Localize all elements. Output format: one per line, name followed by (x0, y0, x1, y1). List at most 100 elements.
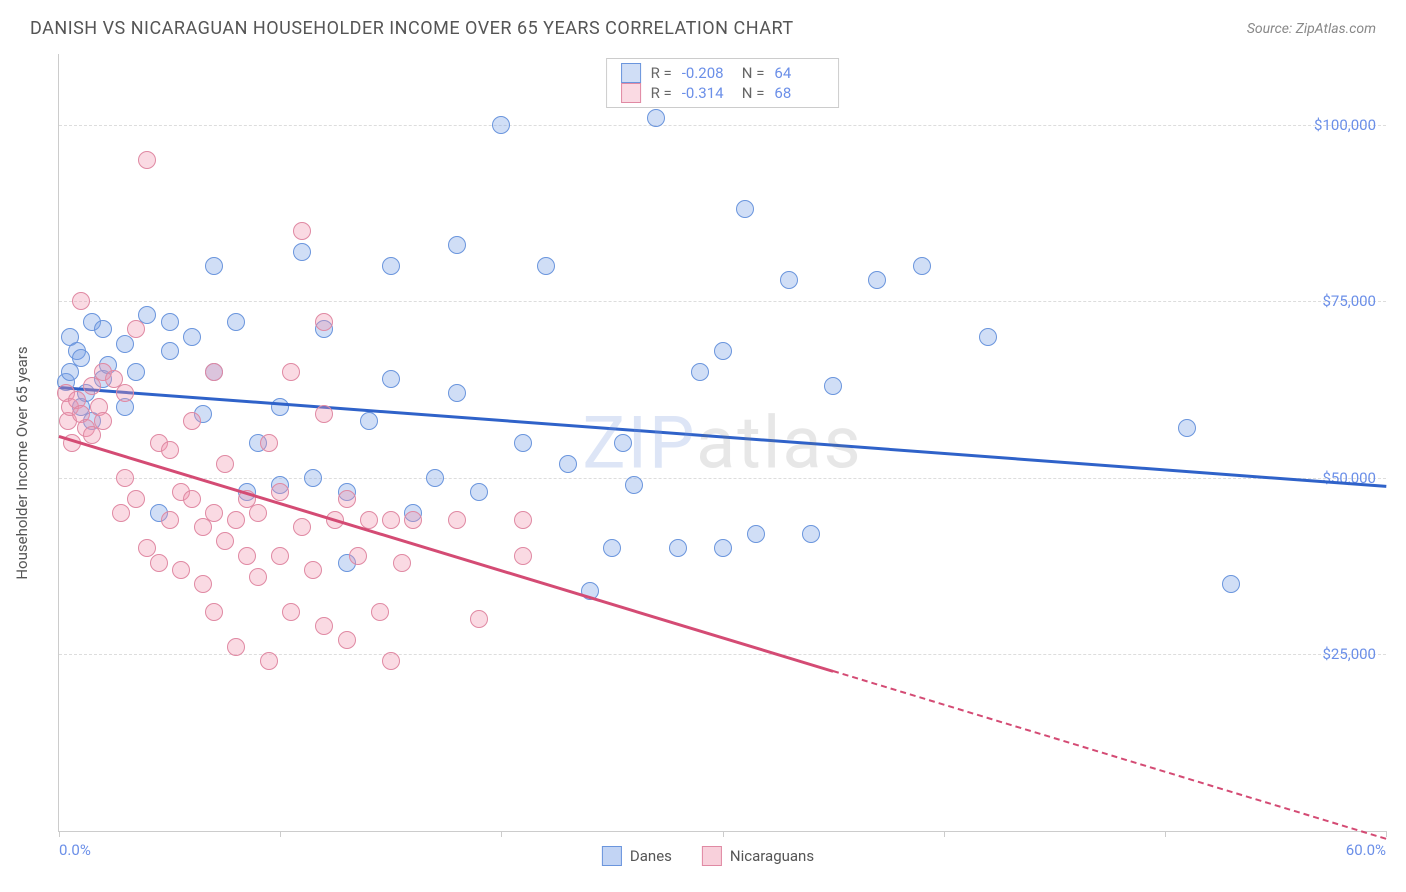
scatter-point (868, 271, 886, 289)
scatter-point (271, 483, 289, 501)
scatter-point (282, 603, 300, 621)
scatter-point (249, 568, 267, 586)
scatter-point (514, 434, 532, 452)
scatter-point (393, 554, 411, 572)
scatter-point (116, 469, 134, 487)
scatter-point (780, 271, 798, 289)
scatter-point (470, 483, 488, 501)
scatter-point (382, 370, 400, 388)
scatter-point (205, 363, 223, 381)
scatter-point (426, 469, 444, 487)
scatter-point (161, 441, 179, 459)
scatter-point (382, 257, 400, 275)
series-legend: Danes Nicaraguans (602, 846, 814, 866)
x-tick (723, 831, 724, 837)
scatter-point (227, 511, 245, 529)
scatter-point (315, 313, 333, 331)
y-tick-label: $100,000 (1314, 116, 1376, 134)
scatter-point (514, 511, 532, 529)
scatter-point (205, 603, 223, 621)
trend-line (833, 670, 1386, 840)
scatter-point (338, 490, 356, 508)
legend-label: Nicaraguans (730, 847, 814, 865)
x-tick-label: 0.0% (59, 841, 91, 859)
scatter-point (293, 222, 311, 240)
legend-row: R = -0.208 N = 64 (621, 63, 825, 83)
scatter-point (747, 525, 765, 543)
scatter-point (238, 547, 256, 565)
scatter-point (112, 504, 130, 522)
x-tick (1165, 831, 1166, 837)
scatter-point (161, 342, 179, 360)
scatter-point (116, 384, 134, 402)
scatter-point (492, 116, 510, 134)
scatter-point (614, 434, 632, 452)
scatter-point (249, 504, 267, 522)
r-value: -0.314 (682, 84, 732, 102)
source-label: Source: ZipAtlas.com (1247, 21, 1376, 37)
chart-container: Householder Income Over 65 years ZIPatla… (30, 54, 1386, 872)
scatter-point (94, 320, 112, 338)
x-tick-label: 60.0% (1346, 841, 1386, 859)
legend-swatch (602, 846, 622, 866)
scatter-point (161, 313, 179, 331)
scatter-point (216, 455, 234, 473)
n-value: 64 (774, 64, 824, 82)
scatter-point (172, 561, 190, 579)
scatter-point (448, 384, 466, 402)
scatter-point (271, 547, 289, 565)
r-label: R = (651, 84, 672, 102)
scatter-point (979, 328, 997, 346)
scatter-point (714, 342, 732, 360)
scatter-point (382, 652, 400, 670)
legend-label: Danes (630, 847, 672, 865)
legend-swatch (702, 846, 722, 866)
scatter-point (349, 547, 367, 565)
scatter-point (183, 490, 201, 508)
scatter-point (127, 320, 145, 338)
scatter-point (72, 292, 90, 310)
scatter-point (315, 617, 333, 635)
scatter-point (282, 363, 300, 381)
scatter-point (736, 200, 754, 218)
scatter-point (260, 434, 278, 452)
legend-row: R = -0.314 N = 68 (621, 83, 825, 103)
legend-swatch (621, 63, 641, 83)
r-value: -0.208 (682, 64, 732, 82)
scatter-point (205, 504, 223, 522)
scatter-point (304, 469, 322, 487)
gridline (59, 654, 1386, 655)
n-label: N = (742, 84, 765, 102)
n-value: 68 (774, 84, 824, 102)
r-label: R = (651, 64, 672, 82)
x-tick (501, 831, 502, 837)
scatter-point (625, 476, 643, 494)
scatter-point (72, 349, 90, 367)
scatter-point (227, 313, 245, 331)
gridline (59, 478, 1386, 479)
legend-item: Danes (602, 846, 672, 866)
y-axis-label: Householder Income Over 65 years (13, 346, 31, 579)
scatter-point (315, 405, 333, 423)
x-tick (59, 831, 60, 837)
scatter-point (514, 547, 532, 565)
x-tick (1386, 831, 1387, 837)
scatter-point (824, 377, 842, 395)
y-tick-label: $25,000 (1322, 645, 1376, 663)
scatter-point (260, 652, 278, 670)
scatter-point (161, 511, 179, 529)
n-label: N = (742, 64, 765, 82)
scatter-point (802, 525, 820, 543)
scatter-point (293, 518, 311, 536)
scatter-point (150, 554, 168, 572)
scatter-point (271, 398, 289, 416)
gridline (59, 125, 1386, 126)
scatter-point (304, 561, 322, 579)
scatter-point (1178, 419, 1196, 437)
scatter-point (448, 511, 466, 529)
correlation-legend: R = -0.208 N = 64 R = -0.314 N = 68 (606, 58, 840, 108)
gridline (59, 301, 1386, 302)
scatter-point (448, 236, 466, 254)
scatter-point (293, 243, 311, 261)
scatter-point (94, 412, 112, 430)
